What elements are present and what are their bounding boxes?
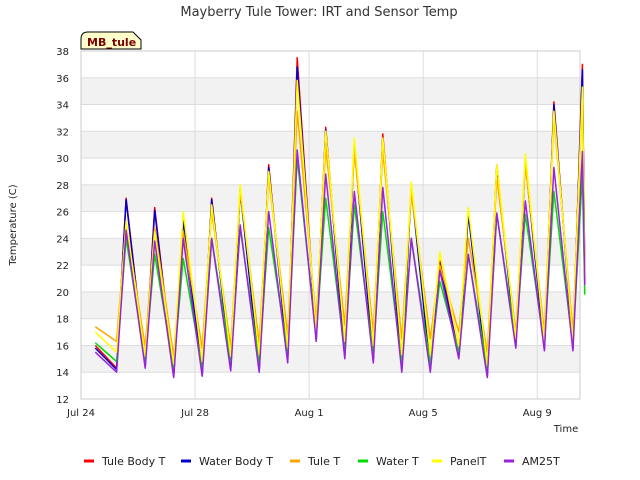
x-tick-label: Jul 24 [66,408,95,419]
grid-band [81,291,580,319]
legend-label: PanelT [450,455,487,468]
y-tick-label: 18 [56,315,69,326]
site-label: MB_tule [87,36,136,49]
series-line [94,149,586,379]
chart-title: Mayberry Tule Tower: IRT and Sensor Temp [180,5,457,20]
grid-band [81,131,580,159]
x-tick-label: Aug 5 [409,408,438,419]
y-tick-label: 12 [56,395,69,406]
x-tick-label: Aug 1 [295,408,324,419]
grid-band [81,345,580,373]
legend-label: AM25T [522,455,560,468]
y-axis-label: Temperature (C) [8,184,19,266]
y-axis-ticks: 12 14 16 18 20 22 24 26 28 30 32 34 36 38 [56,47,69,406]
y-tick-label: 14 [56,368,69,379]
y-tick-label: 38 [56,47,69,58]
y-tick-label: 30 [56,154,69,165]
y-tick-label: 26 [56,208,69,219]
grid-band [81,77,580,105]
legend-label: Tule Body T [101,455,166,468]
series-lines [94,56,586,379]
series-line [94,79,586,367]
site-label-shape [80,31,142,50]
x-axis-ticks: Jul 24 Jul 28 Aug 1 Aug 5 Aug 9 [66,408,552,419]
legend-label: Water Body T [199,455,273,468]
y-tick-label: 34 [56,101,69,112]
legend: Tule Body T Water Body T Tule T Water T Pane… [84,455,560,468]
site-label-box: MB_tule [80,31,142,50]
y-tick-label: 36 [56,74,69,85]
y-tick-label: 16 [56,341,69,352]
x-tick-label: Jul 28 [180,408,209,419]
x-tick-label: Aug 9 [523,408,552,419]
y-tick-label: 24 [56,234,69,245]
legend-label: Water T [376,455,419,468]
x-axis-label: Time [553,424,578,435]
legend-label: Tule T [307,455,340,468]
y-tick-label: 22 [56,261,69,272]
y-tick-label: 20 [56,288,69,299]
y-tick-label: 32 [56,127,69,138]
y-tick-label: 28 [56,181,69,192]
